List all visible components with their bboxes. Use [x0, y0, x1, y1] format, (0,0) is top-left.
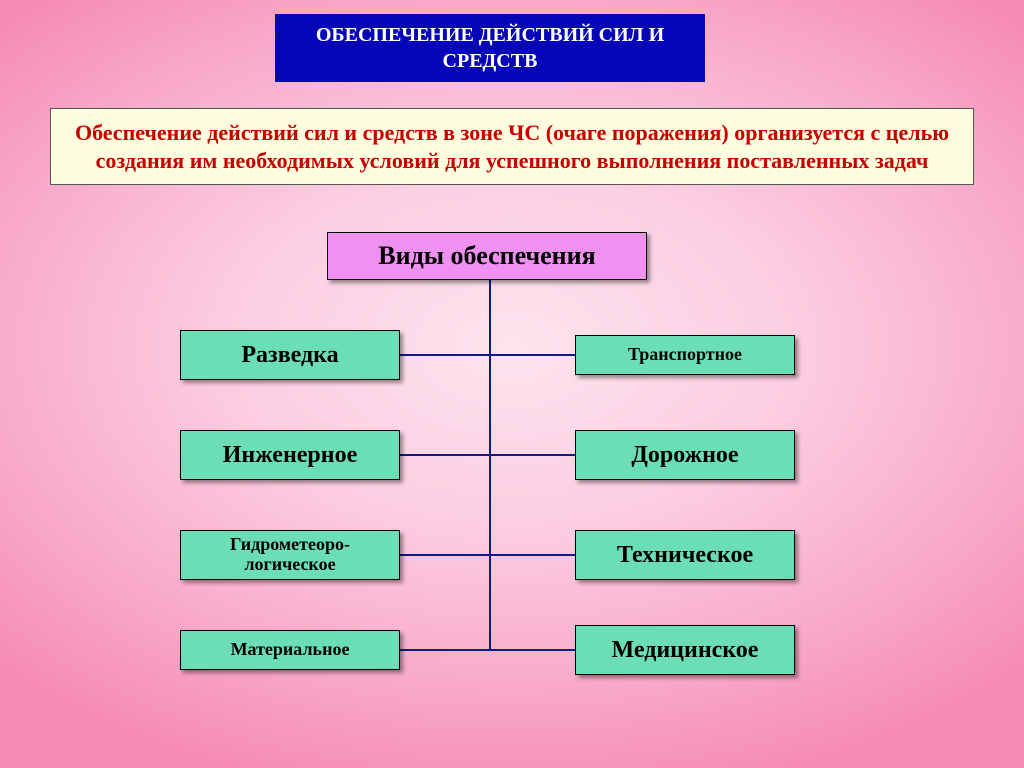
description-box: Обеспечение действий сил и средств в зон…: [50, 108, 974, 185]
node-label: Дорожное: [631, 442, 738, 468]
slide-title-text: ОБЕСПЕЧЕНИЕ ДЕЙСТВИЙ СИЛ И СРЕДСТВ: [316, 24, 664, 72]
node-label: Разведка: [241, 342, 338, 368]
node-label: Медицинское: [612, 637, 759, 663]
node-right-2: Техническое: [575, 530, 795, 580]
node-left-0: Разведка: [180, 330, 400, 380]
node-left-2: Гидрометеоро-логическое: [180, 530, 400, 580]
slide-title: ОБЕСПЕЧЕНИЕ ДЕЙСТВИЙ СИЛ И СРЕДСТВ: [275, 14, 705, 82]
root-node-label: Виды обеспечения: [378, 241, 595, 271]
node-left-3: Материальное: [180, 630, 400, 670]
node-label: Материальное: [231, 640, 350, 660]
node-label: Гидрометеоро-логическое: [230, 535, 350, 575]
description-text: Обеспечение действий сил и средств в зон…: [75, 120, 949, 173]
node-label: Инженерное: [223, 442, 358, 468]
node-right-0: Транспортное: [575, 335, 795, 375]
root-node: Виды обеспечения: [327, 232, 647, 280]
node-label: Техническое: [617, 542, 753, 568]
node-right-1: Дорожное: [575, 430, 795, 480]
node-right-3: Медицинское: [575, 625, 795, 675]
node-left-1: Инженерное: [180, 430, 400, 480]
node-label: Транспортное: [628, 345, 742, 365]
